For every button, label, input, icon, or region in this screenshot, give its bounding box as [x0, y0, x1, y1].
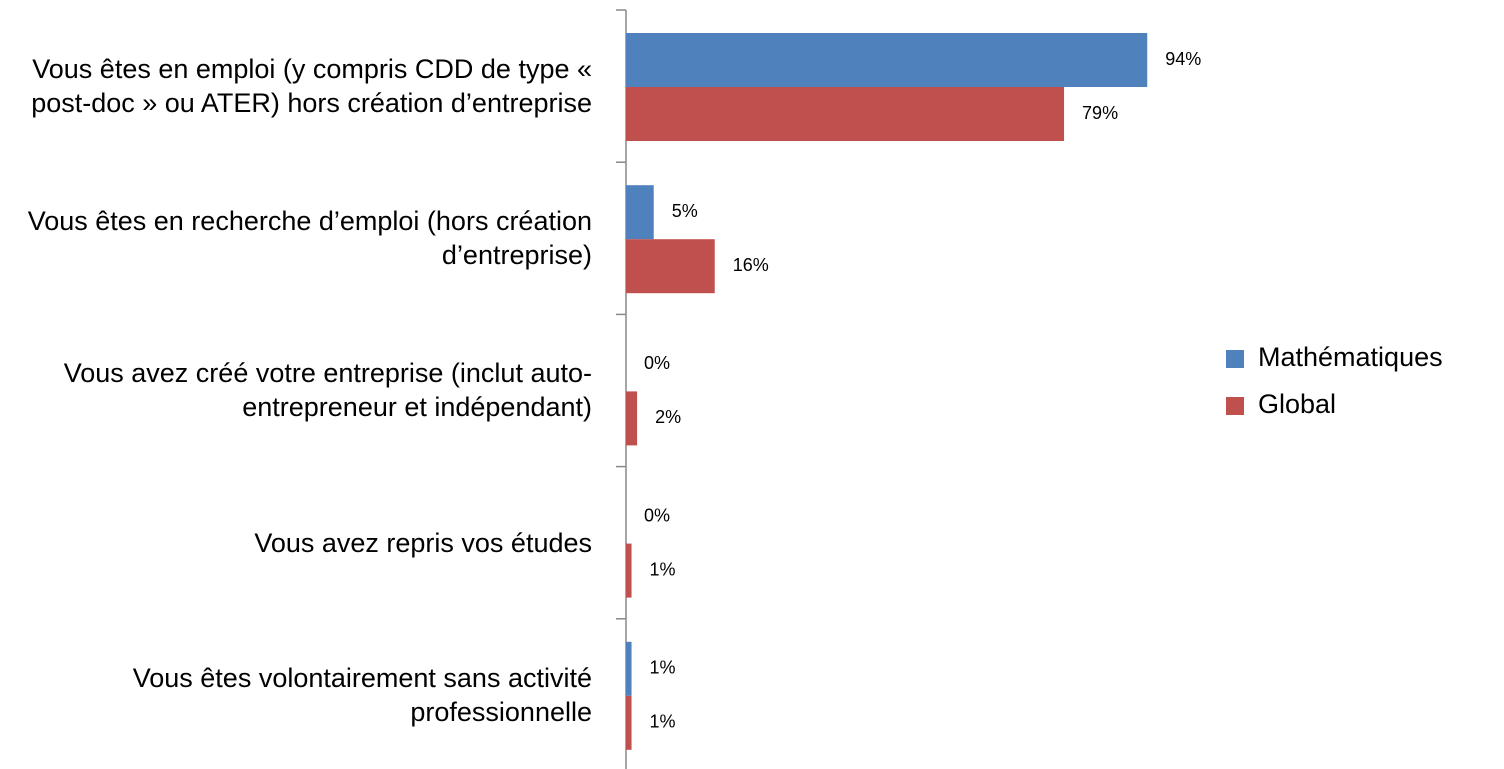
category-text: Vous avez créé votre entreprise (inclut …: [63, 358, 592, 423]
value-label: 5%: [672, 201, 698, 221]
bar: [626, 543, 632, 598]
category-label: Vous êtes en recherche d’emploi (hors cr…: [0, 162, 592, 314]
value-label: 16%: [733, 255, 769, 275]
bar: [626, 641, 632, 696]
value-label: 79%: [1082, 103, 1118, 123]
category-text: Vous avez repris vos études: [254, 527, 592, 558]
bar: [626, 33, 1148, 87]
value-label: 0%: [644, 353, 670, 373]
category-text: Vous êtes en emploi (y compris CDD de ty…: [31, 54, 592, 119]
category-text: Vous êtes volontairement sans activité p…: [132, 662, 592, 727]
category-label: Vous êtes volontairement sans activité p…: [0, 619, 592, 769]
bar: [626, 695, 632, 750]
legend-swatch: [1226, 397, 1244, 415]
value-label: 1%: [650, 712, 676, 732]
category-label: Vous avez créé votre entreprise (inclut …: [0, 314, 592, 466]
legend-swatch: [1226, 350, 1244, 368]
bar: [626, 185, 654, 240]
bar: [626, 391, 638, 446]
category-text: Vous êtes en recherche d’emploi (hors cr…: [27, 206, 592, 271]
value-label: 2%: [655, 407, 681, 427]
bar: [626, 239, 715, 294]
value-label: 0%: [644, 505, 670, 525]
category-label: Vous êtes en emploi (y compris CDD de ty…: [0, 10, 592, 162]
category-label: Vous avez repris vos études: [0, 467, 592, 619]
legend-label: Global: [1258, 389, 1336, 419]
value-label: 1%: [650, 559, 676, 579]
value-label: 1%: [650, 658, 676, 678]
bar: [626, 87, 1065, 141]
legend-label: Mathématiques: [1258, 342, 1443, 372]
value-label: 94%: [1165, 49, 1201, 69]
